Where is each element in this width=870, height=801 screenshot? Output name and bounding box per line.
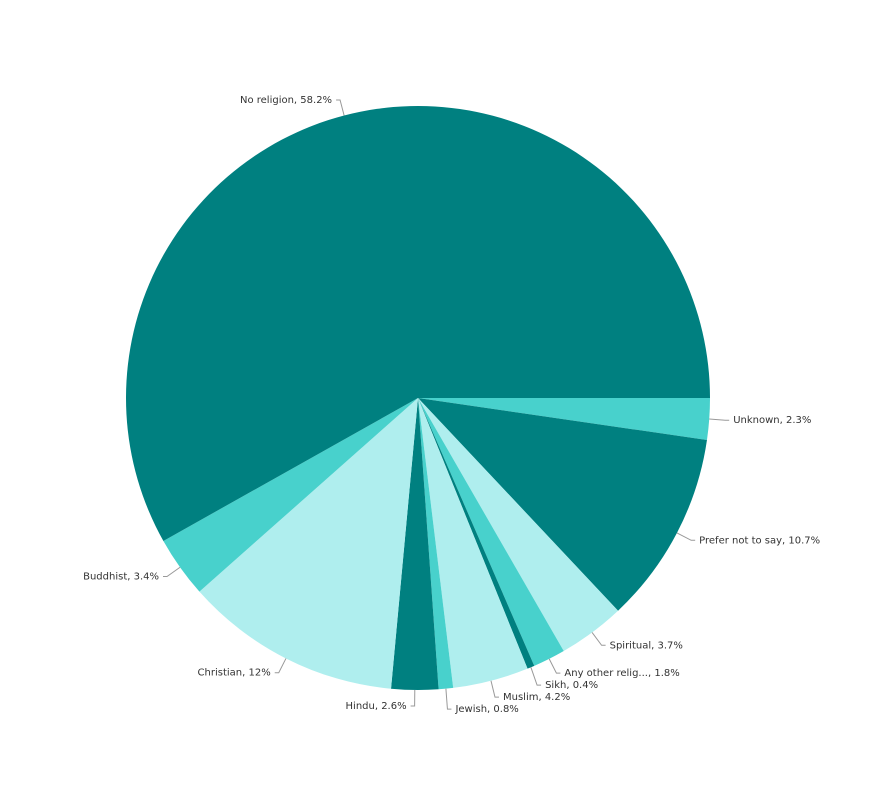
slice-label: Muslim, 4.2%	[503, 692, 570, 703]
pie-slice	[418, 398, 535, 669]
leader-line	[591, 632, 606, 646]
pie-slice	[418, 398, 710, 441]
slice-label: Jewish, 0.8%	[454, 704, 518, 715]
slice-label: Spiritual, 3.7%	[610, 640, 683, 651]
leader-line	[410, 689, 416, 707]
pie-slice	[418, 398, 528, 688]
leader-line	[530, 667, 542, 686]
slice-label: No religion, 58.2%	[240, 95, 332, 106]
pie-slice	[126, 106, 710, 541]
leader-line	[163, 566, 181, 578]
pie-slice	[418, 398, 564, 666]
pie-slice	[391, 398, 439, 690]
leader-line	[445, 688, 452, 710]
slice-label: Christian, 12%	[198, 668, 271, 679]
pie-slice	[418, 398, 707, 611]
leader-line	[709, 418, 730, 421]
leader-line	[490, 680, 499, 698]
slice-label: Buddhist, 3.4%	[83, 572, 159, 583]
leader-line	[274, 658, 287, 674]
slice-label: Unknown, 2.3%	[733, 415, 811, 426]
pie-slice	[163, 398, 418, 592]
pie-slice	[418, 398, 454, 690]
slice-label: Any other relig..., 1.8%	[564, 668, 679, 679]
leader-line	[548, 658, 561, 674]
pie-slice	[199, 398, 418, 689]
leader-line	[676, 532, 696, 541]
leader-line	[336, 99, 345, 116]
pie-slice	[418, 398, 619, 652]
slice-label: Sikh, 0.4%	[545, 680, 598, 691]
slice-label: Prefer not to say, 10.7%	[699, 535, 820, 546]
slice-label: Hindu, 2.6%	[346, 701, 407, 712]
